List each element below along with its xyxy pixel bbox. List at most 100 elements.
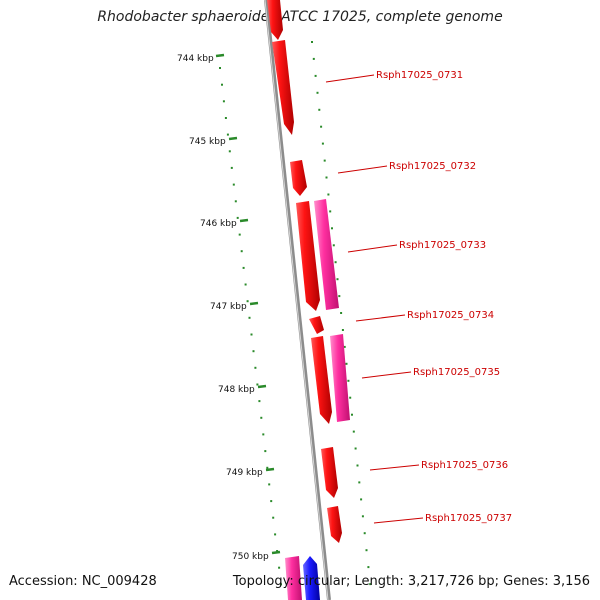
scale-tick-747 — [249, 301, 259, 306]
scale-label-745: 745 kbp — [189, 137, 226, 147]
inner-tick-ring — [219, 67, 282, 586]
scale-tick-746 — [239, 218, 249, 223]
outer-ring-dot — [349, 396, 352, 399]
inner-ring-dot — [228, 150, 231, 153]
scale-label-747: 747 kbp — [210, 302, 247, 312]
gene-label-0733[interactable]: Rsph17025_0733 — [399, 240, 486, 251]
scale-tick-748 — [257, 384, 267, 389]
outer-ring-dot — [318, 108, 321, 111]
outer-ring-dot — [321, 142, 324, 145]
scale-tick-745 — [228, 136, 238, 141]
outer-ring-dot — [341, 329, 344, 331]
inner-ring-dot — [234, 200, 237, 203]
inner-ring-dot — [230, 166, 233, 169]
outer-ring-dot — [365, 549, 368, 552]
gene-arrow-0731[interactable] — [272, 40, 294, 135]
outer-ring-dot — [358, 481, 361, 484]
gene-features — [267, 0, 350, 600]
leader-line-0731 — [325, 74, 375, 83]
outer-ring-dot — [323, 159, 326, 162]
inner-ring-dot — [264, 450, 267, 453]
inner-ring-dot — [270, 500, 273, 503]
inner-ring-dot — [244, 283, 247, 286]
gene-arrow-0733-rev[interactable] — [314, 199, 339, 310]
inner-ring-dot — [254, 366, 257, 369]
gene-arrow-0739-blue[interactable] — [303, 556, 320, 600]
leader-line-0734 — [355, 314, 406, 322]
outer-ring-dot — [356, 464, 359, 467]
inner-ring-dot — [272, 516, 275, 519]
outer-ring-dot — [332, 244, 335, 247]
gene-label-0735[interactable]: Rsph17025_0735 — [413, 367, 500, 378]
inner-ring-dot — [258, 400, 261, 403]
outer-ring-dot — [327, 193, 330, 196]
leader-line-0733 — [347, 244, 398, 253]
inner-ring-dot — [238, 233, 241, 236]
inner-ring-dot — [276, 550, 279, 552]
outer-ring-dot — [331, 227, 333, 230]
gene-label-0732[interactable]: Rsph17025_0732 — [389, 161, 476, 172]
gene-label-0737[interactable]: Rsph17025_0737 — [425, 513, 512, 524]
scale-label-746: 746 kbp — [200, 219, 237, 229]
inner-ring-dot — [250, 333, 253, 336]
outer-ring-dot — [338, 295, 341, 298]
inner-ring-dot — [240, 250, 243, 253]
outer-ring-dot — [325, 176, 328, 179]
inner-ring-dot — [236, 216, 239, 219]
scale-axis: 744 kbp 745 kbp 746 kbp 747 kbp 748 kbp … — [177, 53, 281, 562]
gene-arrow-0735-rev[interactable] — [330, 334, 350, 422]
outer-ring-dot — [347, 379, 350, 382]
outer-tick-ring — [311, 41, 372, 586]
inner-ring-dot — [262, 433, 265, 436]
gene-labels: Rsph17025_0731 Rsph17025_0732 Rsph17025_… — [325, 70, 512, 524]
inner-ring-dot — [256, 383, 259, 386]
inner-ring-dot — [280, 583, 282, 586]
outer-ring-dot — [354, 447, 357, 450]
scale-label-744: 744 kbp — [177, 54, 214, 64]
genome-backbone-highlight — [264, 0, 329, 600]
inner-ring-dot — [266, 466, 269, 469]
leader-line-0732 — [337, 165, 388, 174]
gene-arrow-0730[interactable] — [267, 0, 283, 40]
outer-ring-dot — [352, 430, 355, 433]
outer-ring-dot — [345, 362, 348, 365]
gene-arrow-0736[interactable] — [321, 447, 338, 498]
gene-arrow-0734[interactable] — [309, 316, 324, 334]
inner-ring-dot — [222, 100, 225, 103]
inner-ring-dot — [232, 183, 235, 186]
inner-ring-dot — [246, 300, 249, 303]
scale-label-748: 748 kbp — [218, 385, 255, 395]
outer-ring-dot — [329, 210, 332, 213]
inner-ring-dot — [224, 117, 227, 119]
outer-ring-dot — [369, 583, 372, 586]
outer-ring-dot — [361, 515, 364, 518]
outer-ring-dot — [334, 261, 337, 264]
outer-ring-dot — [367, 566, 370, 569]
gene-arrow-0732[interactable] — [290, 160, 307, 196]
accession-label: Accession: NC_009428 — [9, 574, 157, 589]
inner-ring-dot — [278, 566, 281, 569]
outer-ring-dot — [336, 278, 339, 281]
inner-ring-dot — [252, 350, 255, 353]
leader-line-0737 — [373, 517, 424, 524]
gene-arrow-0733-fwd[interactable] — [296, 201, 320, 311]
outer-ring-dot — [312, 57, 315, 60]
outer-ring-dot — [340, 312, 343, 314]
leader-line-0736 — [369, 464, 420, 471]
inner-ring-dot — [248, 316, 251, 319]
inner-ring-dot — [242, 266, 245, 269]
gene-arrow-0738-rev[interactable] — [285, 556, 302, 600]
genome-summary: Topology: circular; Length: 3,217,726 bp… — [232, 574, 590, 589]
gene-arrow-0737[interactable] — [327, 506, 342, 543]
scale-label-750: 750 kbp — [232, 552, 269, 562]
outer-ring-dot — [320, 125, 323, 128]
scale-label-749: 749 kbp — [226, 468, 263, 478]
inner-ring-dot — [268, 483, 271, 486]
gene-label-0734[interactable]: Rsph17025_0734 — [407, 310, 494, 321]
outer-ring-dot — [351, 413, 353, 416]
gene-arrow-0735-fwd[interactable] — [311, 336, 332, 424]
gene-label-0731[interactable]: Rsph17025_0731 — [376, 70, 463, 81]
gene-label-0736[interactable]: Rsph17025_0736 — [421, 460, 508, 471]
